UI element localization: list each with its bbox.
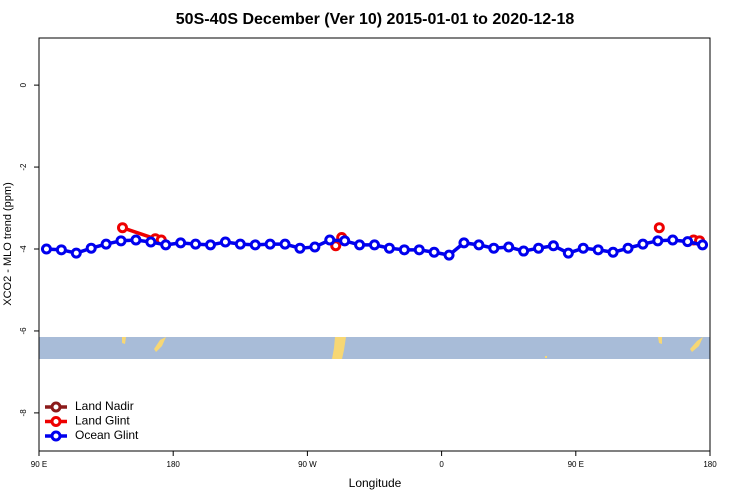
land bbox=[332, 337, 346, 359]
point bbox=[413, 244, 425, 256]
y-axis-label: XCO2 - MLO trend (ppm) bbox=[2, 182, 14, 305]
legend-marker bbox=[50, 416, 62, 427]
point bbox=[339, 235, 351, 247]
point bbox=[190, 238, 202, 250]
y-tick-label: -8 bbox=[19, 409, 28, 417]
point bbox=[100, 238, 112, 250]
legend-label: Ocean Glint bbox=[75, 428, 139, 442]
plot-frame bbox=[38, 37, 711, 452]
x-tick-label: 180 bbox=[167, 460, 181, 469]
point bbox=[354, 239, 366, 251]
point bbox=[653, 222, 665, 234]
point bbox=[85, 242, 97, 254]
point bbox=[383, 242, 395, 254]
point bbox=[234, 238, 246, 250]
land bbox=[545, 356, 547, 358]
point bbox=[117, 222, 129, 234]
point bbox=[667, 234, 679, 246]
x-tick-label: 90 W bbox=[298, 460, 317, 469]
y-tick-label: -4 bbox=[19, 245, 28, 253]
land bbox=[658, 337, 662, 344]
point bbox=[115, 235, 127, 247]
point bbox=[175, 237, 187, 249]
point bbox=[697, 239, 709, 251]
point bbox=[488, 242, 500, 254]
point bbox=[682, 236, 694, 248]
point bbox=[577, 242, 589, 254]
point bbox=[160, 239, 172, 251]
point bbox=[145, 236, 157, 248]
point bbox=[294, 242, 306, 254]
point bbox=[533, 242, 545, 254]
point bbox=[219, 236, 231, 248]
point bbox=[398, 244, 410, 256]
legend-label: Land Nadir bbox=[75, 399, 134, 413]
point bbox=[309, 241, 321, 253]
point bbox=[637, 238, 649, 250]
land bbox=[154, 337, 166, 352]
point bbox=[70, 247, 82, 259]
point bbox=[279, 238, 291, 250]
point bbox=[249, 239, 261, 251]
x-axis-label: Longitude bbox=[349, 476, 402, 490]
point bbox=[324, 234, 336, 246]
land bbox=[690, 337, 703, 352]
point bbox=[264, 238, 276, 250]
point bbox=[652, 235, 664, 247]
legend-label: Land Glint bbox=[75, 414, 130, 428]
point bbox=[607, 246, 619, 258]
x-tick-label: 90 E bbox=[31, 460, 47, 469]
point bbox=[562, 247, 574, 259]
y-tick-label: -2 bbox=[19, 163, 28, 171]
point bbox=[503, 241, 515, 253]
point bbox=[518, 245, 530, 257]
map-strip bbox=[39, 337, 710, 359]
point bbox=[55, 244, 67, 256]
x-tick-label: 0 bbox=[439, 460, 444, 469]
point bbox=[592, 244, 604, 256]
point bbox=[622, 242, 634, 254]
legend-marker bbox=[50, 401, 62, 413]
point bbox=[130, 234, 142, 246]
x-tick-label: 180 bbox=[703, 460, 717, 469]
point bbox=[547, 240, 559, 252]
ocean-band bbox=[39, 337, 710, 359]
point bbox=[369, 239, 380, 251]
y-tick-label: -6 bbox=[19, 327, 28, 335]
point bbox=[458, 237, 470, 249]
point bbox=[204, 239, 216, 251]
point bbox=[443, 249, 455, 261]
point bbox=[473, 239, 485, 251]
x-tick-label: 90 E bbox=[568, 460, 584, 469]
point bbox=[428, 246, 440, 258]
point bbox=[40, 243, 52, 255]
chart-title: 50S-40S December (Ver 10) 2015-01-01 to … bbox=[176, 11, 575, 28]
land bbox=[122, 337, 126, 344]
legend-marker bbox=[50, 430, 62, 442]
y-tick-label: 0 bbox=[19, 82, 28, 87]
